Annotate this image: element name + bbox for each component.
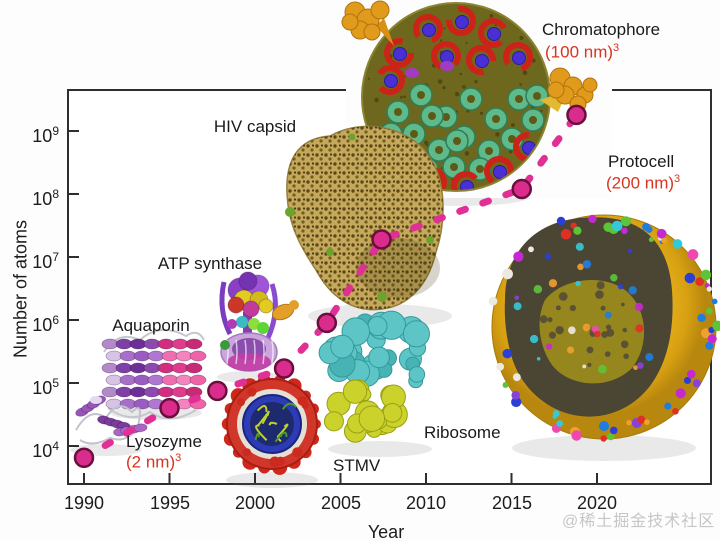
- protocell-label: Protocell: [608, 152, 675, 171]
- data-point: [566, 104, 587, 126]
- lysozyme-label: Lysozyme: [126, 432, 202, 451]
- watermark: @稀土掘金技术社区: [562, 513, 716, 530]
- y-tick-label: 104: [32, 439, 59, 461]
- x-tick-label: 1990: [63, 493, 105, 513]
- chromatophore-label: Chromatophore: [542, 20, 661, 39]
- data-point: [159, 397, 180, 419]
- data-points: [73, 104, 587, 469]
- hiv-capsid-label: HIV capsid: [213, 117, 297, 136]
- data-point: [207, 380, 228, 402]
- x-tick-label: 2010: [405, 493, 447, 513]
- data-point: [511, 178, 533, 200]
- chromatophore-size-label: (100 nm)3: [545, 42, 620, 62]
- y-axis-title: Number of atoms: [10, 219, 31, 359]
- data-point: [316, 312, 338, 334]
- x-axis-title: Year: [367, 522, 405, 541]
- aquaporin-label: Aquaporin: [112, 316, 190, 335]
- aquaporin-structure: [101, 329, 207, 420]
- x-tick-label: 2000: [234, 493, 276, 513]
- y-tick-label: 105: [32, 376, 59, 398]
- data-point: [73, 447, 95, 469]
- y-tick-label: 108: [32, 187, 59, 209]
- data-point: [273, 358, 295, 379]
- axis-ticks: [69, 130, 598, 483]
- x-tick-label: 2005: [320, 493, 362, 513]
- atp-synthase-label: ATP synthase: [157, 254, 263, 273]
- stmv-label: STMV: [333, 456, 381, 475]
- x-tick-label: 2015: [491, 493, 533, 513]
- y-tick-label: 106: [32, 313, 59, 335]
- protocell-size-label: (200 nm)3: [606, 173, 681, 193]
- atp-synthase-structure: [219, 271, 299, 372]
- protocell-structure: [488, 214, 720, 442]
- y-tick-label: 107: [32, 250, 59, 272]
- ribosome-structure: [318, 310, 430, 443]
- stmv-structure: [221, 374, 322, 475]
- hiv-capsid-structure: [285, 125, 444, 311]
- lysozyme-size-label: (2 nm)3: [126, 452, 182, 472]
- x-tick-label: 2020: [576, 493, 618, 513]
- x-tick-label: 1995: [149, 493, 191, 513]
- ribosome-label: Ribosome: [424, 423, 501, 442]
- y-tick-label: 109: [32, 124, 59, 146]
- data-point: [371, 229, 392, 250]
